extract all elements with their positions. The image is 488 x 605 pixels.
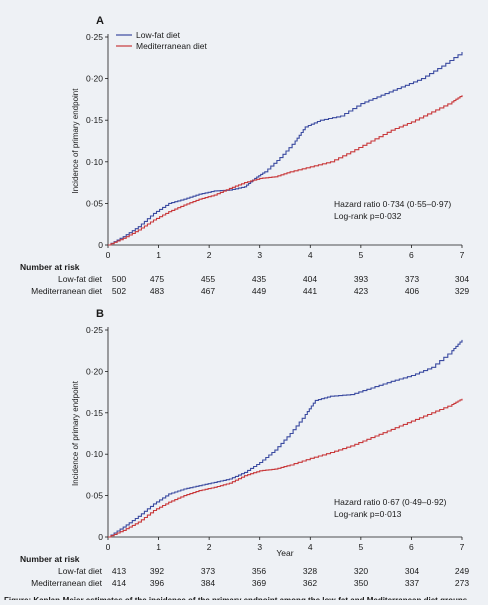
- risk-count: 249: [455, 566, 469, 576]
- risk-count: 406: [405, 286, 419, 296]
- y-tick-label: 0: [98, 240, 103, 250]
- risk-count: 392: [150, 566, 164, 576]
- risk-count: 467: [201, 286, 215, 296]
- y-tick-label: 0·05: [86, 198, 103, 208]
- risk-count: 393: [354, 274, 368, 284]
- risk-count: 304: [405, 566, 419, 576]
- x-tick-label: 4: [308, 542, 313, 552]
- y-tick-label: 0·25: [86, 325, 103, 335]
- risk-count: 320: [354, 566, 368, 576]
- x-tick-label: 7: [460, 542, 465, 552]
- risk-count: 273: [455, 578, 469, 588]
- y-tick-label: 0·20: [86, 74, 103, 84]
- x-tick-label: 5: [358, 542, 363, 552]
- x-tick-label: 6: [409, 542, 414, 552]
- x-tick-label: 3: [257, 542, 262, 552]
- panel-b: B 0 0·05 0·10 0·15 0·20 0·25 0 1 2 3 4 5 6 7 Incidence …: [20, 308, 469, 588]
- y-tick-label: 0·20: [86, 366, 103, 376]
- risk-count: 350: [354, 578, 368, 588]
- risk-count: 328: [303, 566, 317, 576]
- y-tick-label: 0·10: [86, 157, 103, 167]
- x-tick-label: 5: [358, 250, 363, 260]
- y-tick-label: 0·05: [86, 491, 103, 501]
- x-tick-label: 0: [106, 250, 111, 260]
- x-tick-label: 6: [409, 250, 414, 260]
- series-line-mediterranean-diet: [108, 95, 463, 246]
- x-tick-label: 1: [156, 250, 161, 260]
- series-line-low-fat-diet: [108, 339, 463, 538]
- risk-row-label: Low-fat diet: [58, 566, 103, 576]
- risk-count: 369: [252, 578, 266, 588]
- figure-caption: Figure: Kaplan-Meier estimates of the in…: [4, 596, 468, 600]
- y-tick-label: 0·15: [86, 408, 103, 418]
- risk-count: 356: [252, 566, 266, 576]
- risk-count: 441: [303, 286, 317, 296]
- number-at-risk-title: Number at risk: [20, 554, 80, 564]
- risk-count: 423: [354, 286, 368, 296]
- risk-row-label: Mediterranean diet: [31, 578, 103, 588]
- risk-count: 449: [252, 286, 266, 296]
- y-axis-label: Incidence of primary endpoint: [71, 88, 80, 194]
- risk-count: 304: [455, 274, 469, 284]
- risk-count: 384: [201, 578, 215, 588]
- x-axis-label: Year: [276, 548, 293, 558]
- series-line-low-fat-diet: [108, 52, 463, 246]
- risk-count: 500: [112, 274, 126, 284]
- risk-count: 396: [150, 578, 164, 588]
- x-tick-label: 2: [207, 542, 212, 552]
- risk-count: 337: [405, 578, 419, 588]
- number-at-risk-title: Number at risk: [20, 262, 80, 272]
- hazard-ratio-text: Hazard ratio 0·734 (0·55–0·97): [334, 199, 451, 209]
- y-tick-label: 0·10: [86, 449, 103, 459]
- y-tick-label: 0·25: [86, 32, 103, 42]
- risk-count: 435: [252, 274, 266, 284]
- series-line-mediterranean-diet: [108, 398, 463, 538]
- x-tick-label: 4: [308, 250, 313, 260]
- panel-a: A 0 0·05 0·10 0·15 0·20 0·25 0 1 2 3 4 5 6 7 Incidence …: [20, 15, 469, 296]
- risk-row-label: Low-fat diet: [58, 274, 103, 284]
- x-tick-label: 7: [460, 250, 465, 260]
- x-tick-label: 2: [207, 250, 212, 260]
- panel-letter: A: [96, 15, 104, 27]
- hazard-ratio-text: Hazard ratio 0·67 (0·49–0·92): [334, 497, 447, 507]
- panel-letter: B: [96, 308, 104, 320]
- log-rank-text: Log-rank p=0·013: [334, 509, 402, 519]
- risk-count: 362: [303, 578, 317, 588]
- risk-count: 329: [455, 286, 469, 296]
- log-rank-text: Log-rank p=0·032: [334, 211, 402, 221]
- legend-entry-mediterranean-diet: Mediterranean diet: [136, 41, 208, 51]
- risk-count: 373: [405, 274, 419, 284]
- x-tick-label: 1: [156, 542, 161, 552]
- risk-count: 414: [112, 578, 126, 588]
- risk-count: 455: [201, 274, 215, 284]
- risk-count: 502: [112, 286, 126, 296]
- y-tick-label: 0: [98, 532, 103, 542]
- risk-count: 413: [112, 566, 126, 576]
- risk-count: 373: [201, 566, 215, 576]
- risk-count: 475: [150, 274, 164, 284]
- y-axis-label: Incidence of primary endpoint: [71, 380, 80, 486]
- x-tick-label: 0: [106, 542, 111, 552]
- risk-count: 404: [303, 274, 317, 284]
- x-tick-label: 3: [257, 250, 262, 260]
- y-tick-label: 0·15: [86, 115, 103, 125]
- legend-entry-low-fat-diet: Low-fat diet: [136, 30, 181, 40]
- risk-row-label: Mediterranean diet: [31, 286, 103, 296]
- risk-count: 483: [150, 286, 164, 296]
